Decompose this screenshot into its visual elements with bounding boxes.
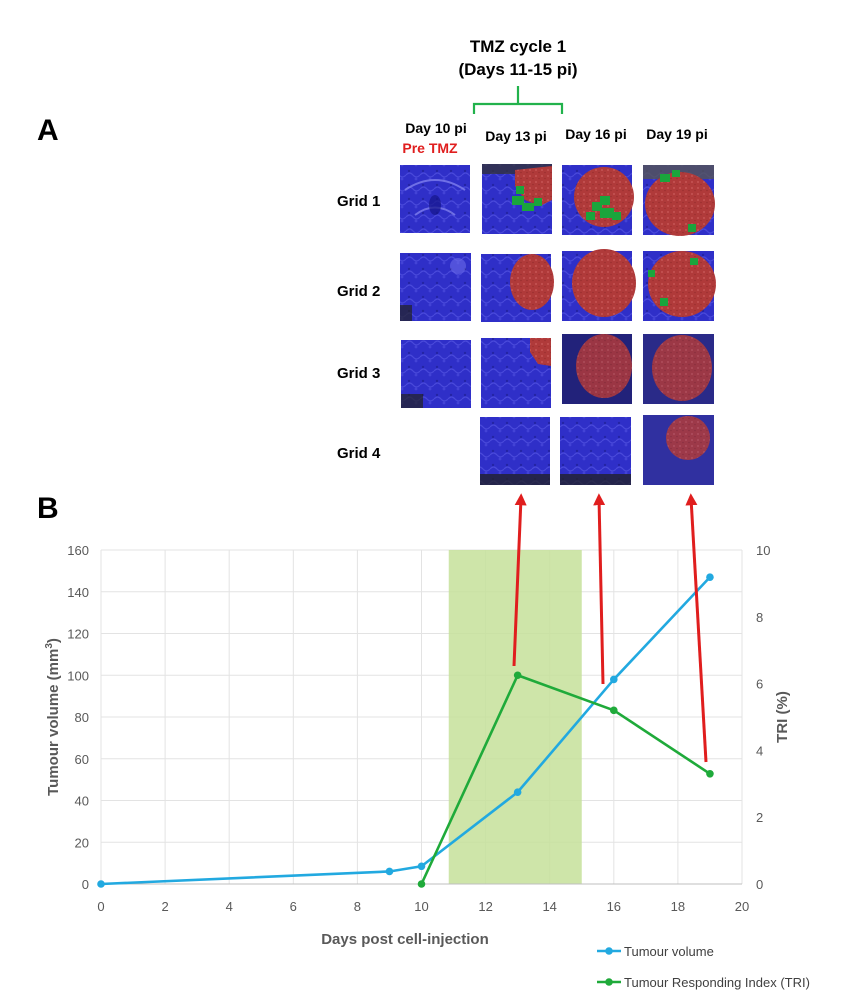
x-tick-3: 6 bbox=[290, 899, 297, 914]
mri-image-grid3-day13 bbox=[481, 338, 551, 408]
series-1-point-1 bbox=[513, 671, 522, 680]
tumour-chart: 0 20 40 60 80 100 120 140 160 0 2 4 6 8 10 0 2 4 6 8 10 12 1… bbox=[44, 543, 810, 990]
series-0-point-1 bbox=[385, 867, 394, 876]
mri-image-grid bbox=[400, 164, 716, 485]
mri-image-grid2-day13 bbox=[481, 254, 554, 322]
mri-image-grid4-day19 bbox=[643, 415, 714, 485]
x-tick-10: 20 bbox=[735, 899, 749, 914]
chart-gridlines bbox=[100, 549, 743, 885]
y-right-tick-0: 0 bbox=[756, 877, 763, 892]
y-axis-right-label: TRI (%) bbox=[774, 691, 791, 743]
mri-image-grid4-day16 bbox=[560, 417, 631, 485]
y-left-tick-4: 80 bbox=[75, 710, 89, 725]
right-axis-ticks: 0 2 4 6 8 10 bbox=[756, 543, 770, 892]
series-1-point-0 bbox=[417, 880, 426, 888]
x-tick-9: 18 bbox=[671, 899, 685, 914]
series-1-point-2 bbox=[610, 706, 618, 715]
series-layer bbox=[97, 573, 714, 888]
y-left-tick-6: 120 bbox=[67, 627, 89, 642]
series-1-point-3 bbox=[706, 769, 714, 778]
col-header-day10: Day 10 pi bbox=[405, 120, 466, 136]
x-tick-2: 4 bbox=[226, 899, 233, 914]
y-left-tick-1: 20 bbox=[75, 835, 89, 850]
row-label-grid2: Grid 2 bbox=[337, 283, 380, 300]
col-header-day19: Day 19 pi bbox=[646, 126, 707, 142]
x-tick-0: 0 bbox=[97, 899, 104, 914]
y-right-tick-2: 4 bbox=[756, 743, 763, 758]
y-left-tick-8: 160 bbox=[67, 543, 89, 558]
mri-image-grid2-day16 bbox=[562, 249, 636, 321]
mri-image-grid4-day13 bbox=[480, 417, 550, 485]
tmz-bracket: TMZ cycle 1 (Days 11-15 pi) bbox=[458, 37, 578, 114]
mri-image-grid1-day19 bbox=[643, 165, 715, 236]
series-0-point-2 bbox=[417, 862, 426, 871]
arrow-day16 bbox=[593, 493, 606, 685]
y-left-tick-3: 60 bbox=[75, 752, 89, 767]
series-0-point-4 bbox=[610, 675, 618, 684]
row-label-grid4: Grid 4 bbox=[337, 445, 381, 462]
tmz-bracket-line1: TMZ cycle 1 bbox=[470, 37, 566, 56]
left-axis-ticks: 0 20 40 60 80 100 120 140 160 bbox=[67, 543, 89, 892]
mri-image-grid1-day16 bbox=[562, 165, 634, 235]
mri-image-grid2-day10 bbox=[400, 253, 471, 321]
link-arrows bbox=[512, 493, 708, 763]
y-left-tick-0: 0 bbox=[82, 877, 89, 892]
x-tick-8: 16 bbox=[607, 899, 621, 914]
row-label-grid3: Grid 3 bbox=[337, 365, 380, 382]
x-tick-7: 14 bbox=[542, 899, 556, 914]
mri-image-grid3-day16 bbox=[562, 334, 632, 404]
x-tick-6: 12 bbox=[478, 899, 492, 914]
arrow-day19 bbox=[685, 493, 708, 763]
mri-image-grid1-day13 bbox=[482, 164, 552, 234]
y-left-label-sup: 3 bbox=[44, 643, 55, 649]
chart-legend: Tumour volume Tumour Responding Index (TR… bbox=[597, 944, 810, 990]
y-right-tick-5: 10 bbox=[756, 543, 770, 558]
x-axis-ticks: 0 2 4 6 8 10 12 14 16 18 20 bbox=[97, 899, 749, 914]
y-left-tick-5: 100 bbox=[67, 668, 89, 683]
mri-image-grid1-day10 bbox=[400, 165, 470, 233]
legend-label-1: Tumour Responding Index (TRI) bbox=[624, 975, 810, 990]
panel-a-label: A bbox=[37, 114, 59, 147]
arrow-day13 bbox=[512, 493, 527, 667]
tmz-bracket-line2: (Days 11-15 pi) bbox=[458, 60, 577, 79]
legend-marker-1 bbox=[605, 978, 613, 986]
y-axis-left-label: Tumour volume (mm3) bbox=[44, 638, 62, 796]
x-axis-label: Days post cell-injection bbox=[321, 931, 489, 948]
legend-marker-0 bbox=[605, 947, 613, 955]
x-tick-1: 2 bbox=[161, 899, 168, 914]
y-left-tick-2: 40 bbox=[75, 794, 89, 809]
panel-b-label: B bbox=[37, 492, 59, 525]
col-header-day13: Day 13 pi bbox=[485, 128, 546, 144]
x-tick-5: 10 bbox=[414, 899, 428, 914]
series-0-point-0 bbox=[97, 880, 105, 888]
mri-image-grid3-day10 bbox=[401, 340, 471, 408]
row-label-grid1: Grid 1 bbox=[337, 193, 380, 210]
pre-tmz-note: Pre TMZ bbox=[402, 140, 458, 156]
series-0-point-3 bbox=[513, 788, 522, 796]
series-line-0 bbox=[100, 576, 711, 886]
series-0-point-5 bbox=[706, 573, 714, 581]
series-line-1 bbox=[420, 673, 711, 885]
legend-label-0: Tumour volume bbox=[624, 944, 714, 959]
x-tick-4: 8 bbox=[354, 899, 361, 914]
y-left-tick-7: 140 bbox=[67, 585, 89, 600]
mri-image-grid2-day19 bbox=[643, 251, 716, 321]
column-headers: Day 10 pi Pre TMZ Day 13 pi Day 16 pi Da… bbox=[402, 120, 707, 156]
y-left-label-close: ) bbox=[45, 638, 62, 643]
mri-image-grid3-day19 bbox=[643, 334, 714, 404]
y-right-tick-1: 2 bbox=[756, 810, 763, 825]
y-right-tick-4: 8 bbox=[756, 610, 763, 625]
y-right-tick-3: 6 bbox=[756, 677, 763, 692]
col-header-day16: Day 16 pi bbox=[565, 126, 626, 142]
y-left-label-text: Tumour volume (mm bbox=[45, 649, 62, 796]
row-labels: Grid 1 Grid 2 Grid 3 Grid 4 bbox=[337, 193, 381, 462]
